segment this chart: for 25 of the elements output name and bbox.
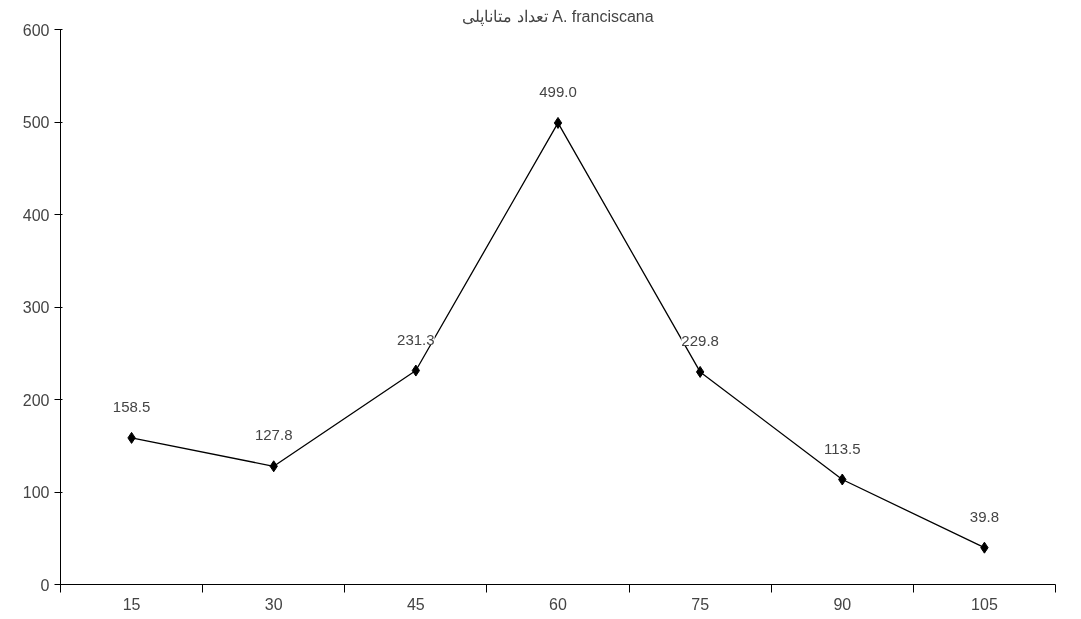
x-tick-label: 90 (833, 595, 852, 613)
x-tick-label: 30 (264, 595, 283, 613)
y-tick-label: 600 (22, 21, 50, 39)
data-label: 229.8 (681, 331, 719, 349)
y-tick-label: 300 (22, 299, 50, 316)
data-label: 499.0 (539, 82, 577, 100)
point (553, 116, 563, 129)
chart-title: تعداد متاناپلی A. franciscana (462, 7, 654, 26)
data-label: 113.5 (824, 439, 861, 457)
y-tick-label: 200 (22, 391, 50, 409)
data-label: 231.3 (397, 330, 435, 348)
y-tick-label: 400 (22, 206, 50, 224)
y-tick-label: 0 (40, 576, 50, 594)
data-label: 39.8 (969, 507, 1000, 525)
point (411, 364, 421, 377)
data-label: 158.5 (112, 397, 151, 415)
x-tick-label: 105 (971, 595, 998, 613)
point (695, 365, 705, 378)
y-tick-label: 100 (22, 484, 50, 501)
x-tick-label: 45 (406, 595, 425, 613)
x-tick-label: 75 (691, 595, 710, 613)
x-tick-label: 60 (549, 595, 567, 613)
x-tick-label: 15 (122, 595, 141, 613)
data-label: 127.8 (254, 426, 293, 444)
y-tick-label: 500 (22, 114, 50, 131)
